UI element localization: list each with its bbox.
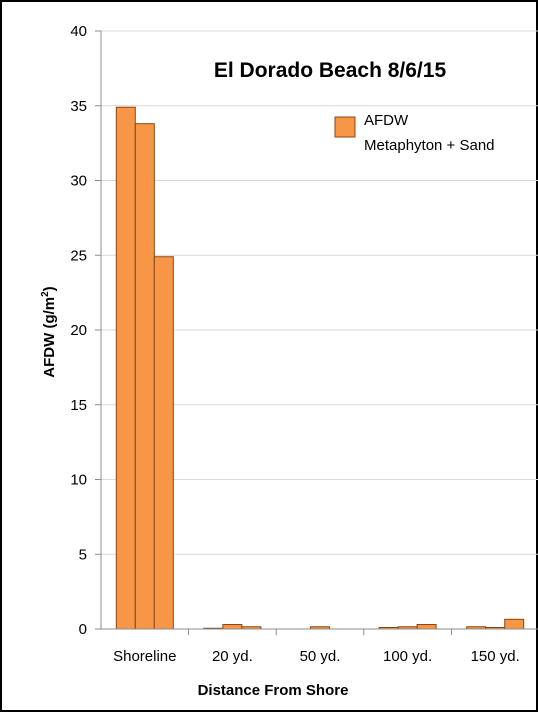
bars [116, 107, 523, 629]
y-tick-label: 35 [70, 98, 87, 115]
bar [223, 625, 242, 629]
y-tick-label: 25 [70, 247, 87, 264]
x-axis-title: Distance From Shore [198, 682, 349, 699]
x-tick-label: 150 yd. [471, 648, 520, 665]
bar [154, 257, 173, 629]
x-tick-label: 100 yd. [383, 648, 432, 665]
y-tick-label: 5 [79, 546, 87, 563]
bar [135, 124, 154, 629]
x-tick-label: Shoreline [113, 648, 176, 665]
legend-line-2: Metaphyton + Sand [364, 137, 495, 154]
x-tick-label: 50 yd. [300, 648, 341, 665]
y-tick-label: 10 [70, 472, 87, 489]
y-axis-title: AFDW (g/m2) [40, 286, 58, 377]
y-tick-label: 30 [70, 173, 87, 190]
bar [417, 625, 436, 629]
bar [116, 107, 135, 629]
y-tick-label: 0 [79, 621, 87, 638]
y-tick-label: 15 [70, 397, 87, 414]
y-tick-label: 40 [70, 23, 87, 40]
chart-title: El Dorado Beach 8/6/15 [214, 59, 447, 82]
y-tick-label: 20 [70, 322, 87, 339]
legend-swatch [335, 117, 355, 137]
legend-line-1: AFDW [364, 112, 409, 129]
legend: AFDW Metaphyton + Sand [335, 112, 495, 154]
x-tick-label: 20 yd. [212, 648, 253, 665]
y-axis-title-close: ) [41, 286, 58, 291]
bar [505, 619, 524, 629]
